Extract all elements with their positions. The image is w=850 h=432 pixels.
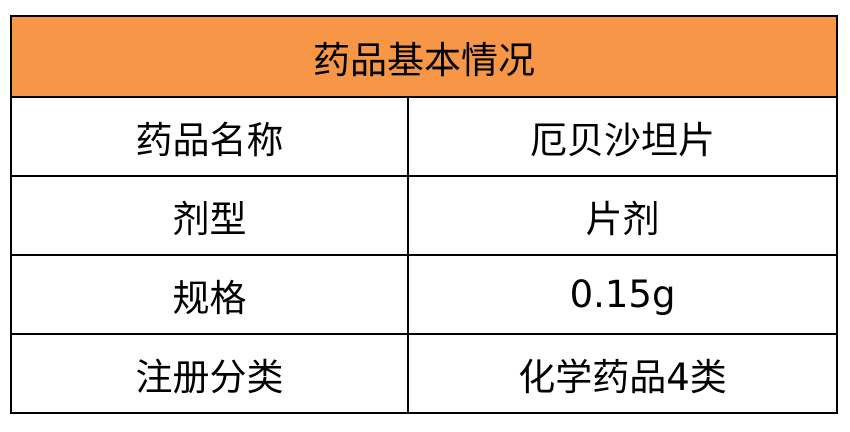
row-value: 厄贝沙坦片 xyxy=(407,96,838,177)
table-row: 规格 0.15g xyxy=(10,254,838,335)
table-title: 药品基本情况 xyxy=(10,15,838,98)
row-value: 化学药品4类 xyxy=(407,333,838,414)
row-label: 规格 xyxy=(10,254,409,335)
row-label: 注册分类 xyxy=(10,333,409,414)
row-value: 片剂 xyxy=(407,175,838,256)
row-label: 药品名称 xyxy=(10,96,409,177)
table-row: 剂型 片剂 xyxy=(10,175,838,256)
row-value: 0.15g xyxy=(407,254,838,335)
table-header-row: 药品基本情况 xyxy=(10,15,838,98)
table-row: 药品名称 厄贝沙坦片 xyxy=(10,96,838,177)
table-row: 注册分类 化学药品4类 xyxy=(10,333,838,414)
drug-info-table: 药品基本情况 药品名称 厄贝沙坦片 剂型 片剂 规格 0.15g 注册分类 化学… xyxy=(10,15,838,414)
row-label: 剂型 xyxy=(10,175,409,256)
